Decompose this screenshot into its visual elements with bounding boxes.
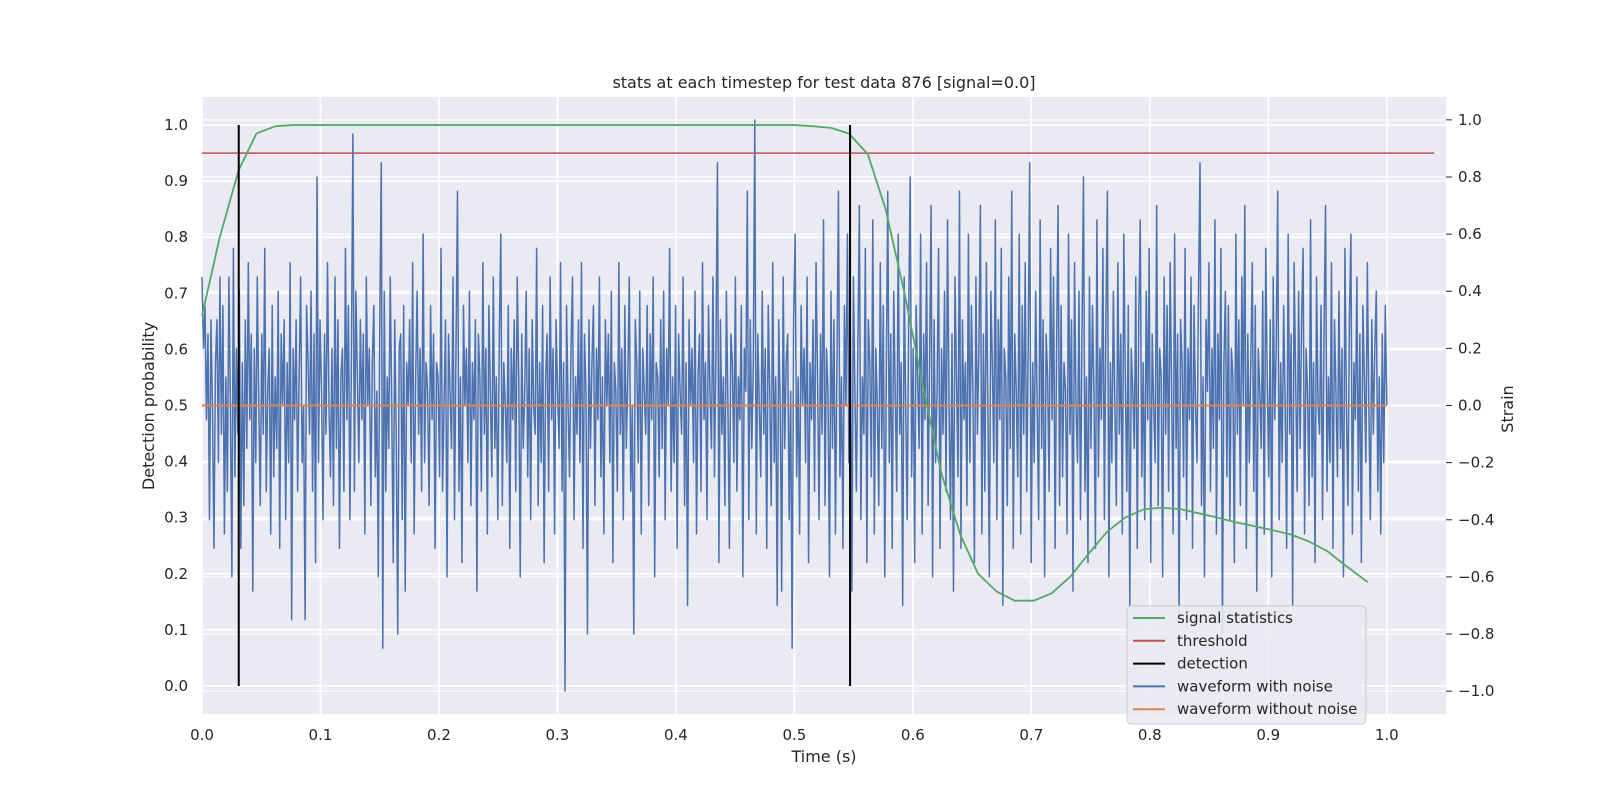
x-tick-label: 0.4 bbox=[664, 726, 688, 744]
y-axis-label: Detection probability bbox=[139, 322, 158, 490]
y2-tick-label: 0.2 bbox=[1458, 339, 1482, 357]
y2-tick-label: −0.2 bbox=[1458, 454, 1494, 472]
x-tick-label: 0.7 bbox=[1019, 726, 1043, 744]
y2-tick-label: 0.6 bbox=[1458, 225, 1482, 243]
chart-title: stats at each timestep for test data 876… bbox=[612, 73, 1035, 92]
x-tick-label: 0.2 bbox=[427, 726, 451, 744]
y2-tick-label: 0.4 bbox=[1458, 282, 1482, 300]
y2-axis-label: Strain bbox=[1498, 385, 1517, 432]
x-tick-label: 0.6 bbox=[901, 726, 925, 744]
y2-tick-label: 1.0 bbox=[1458, 111, 1482, 129]
x-tick-label: 0.9 bbox=[1256, 726, 1280, 744]
y2-tick-labels: −1.0 −0.8 −0.6 −0.4 −0.2 0.0 0.2 0.4 0.6 0.8 1.0 bbox=[1446, 111, 1494, 700]
legend-label: detection bbox=[1177, 655, 1248, 673]
y-tick-label: 0.3 bbox=[164, 509, 188, 527]
y-tick-label: 0.1 bbox=[164, 621, 188, 639]
x-tick-label: 0.5 bbox=[782, 726, 806, 744]
y2-tick-label: −0.8 bbox=[1458, 625, 1494, 643]
legend-label: waveform with noise bbox=[1177, 677, 1333, 695]
legend-label: threshold bbox=[1177, 632, 1248, 650]
x-tick-label: 0.0 bbox=[190, 726, 214, 744]
signal-statistics-line bbox=[201, 124, 1369, 602]
y-tick-label: 0.8 bbox=[164, 228, 188, 246]
y2-tick-label: 0.8 bbox=[1458, 168, 1482, 186]
legend-label: waveform without noise bbox=[1177, 700, 1357, 718]
x-tick-label: 0.8 bbox=[1138, 726, 1162, 744]
y-tick-label: 0.5 bbox=[164, 397, 188, 415]
y-tick-label: 1.0 bbox=[164, 116, 188, 134]
y2-tick-label: −0.6 bbox=[1458, 568, 1494, 586]
y-tick-label: 0.9 bbox=[164, 172, 188, 190]
legend-box bbox=[1126, 605, 1367, 725]
y2-tick-label: −0.4 bbox=[1458, 511, 1494, 529]
y2-tick-label: −1.0 bbox=[1458, 682, 1494, 700]
series-layer bbox=[201, 119, 1435, 692]
x-tick-label: 0.3 bbox=[545, 726, 569, 744]
waveform-with-noise-line bbox=[201, 119, 1388, 692]
y-tick-label: 0.6 bbox=[164, 340, 188, 358]
y2-tick-label: 0.0 bbox=[1458, 397, 1482, 415]
x-axis-label: Time (s) bbox=[790, 747, 856, 766]
legend-label: signal statistics bbox=[1177, 609, 1293, 627]
y-tick-label: 0.4 bbox=[164, 453, 188, 471]
x-tick-label: 1.0 bbox=[1375, 726, 1399, 744]
legend: signal statistics threshold detection wavef… bbox=[1126, 605, 1367, 725]
y-tick-label: 0.0 bbox=[164, 677, 188, 695]
y-tick-label: 0.7 bbox=[164, 284, 188, 302]
y-tick-labels: 0.0 0.1 0.2 0.3 0.4 0.5 0.6 0.7 0.8 0.9 1.0 bbox=[164, 116, 188, 695]
x-tick-labels: 0.0 0.1 0.2 0.3 0.4 0.5 0.6 0.7 0.8 0.9 1.0 bbox=[190, 726, 1399, 744]
y-tick-label: 0.2 bbox=[164, 565, 188, 583]
x-tick-label: 0.1 bbox=[309, 726, 333, 744]
